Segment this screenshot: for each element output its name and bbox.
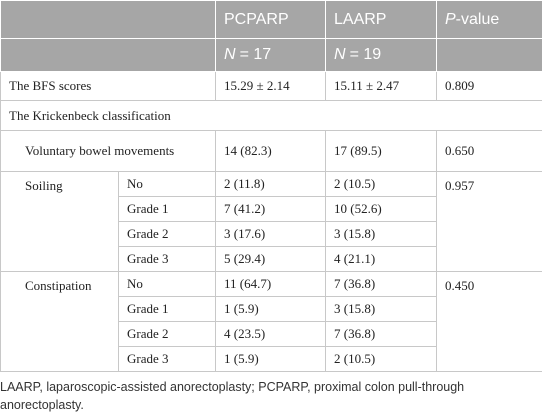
cell: 10 (52.6) (325, 196, 437, 222)
table: PCPARP LAARP P-value N = 17 N = 19 The BFS… (0, 0, 542, 372)
cell: 1 (5.9) (215, 296, 326, 322)
table-row: Soiling No 2 (11.8) 2 (10.5) 0.957 (0, 171, 542, 272)
section-label: The Krickenbeck classification (0, 100, 542, 131)
cell: 14 (82.3) (215, 130, 326, 172)
p-value: 0.957 (436, 171, 542, 272)
group-label: Soiling (0, 171, 119, 272)
row-label: Voluntary bowel movements (0, 130, 216, 172)
column-header: P-value (436, 0, 542, 39)
header-empty (0, 38, 216, 72)
table-row: The BFS scores 15.29 ± 2.14 15.11 ± 2.47 0.… (0, 71, 542, 101)
table-row: Constipation No 11 (64.7) 7 (36.8) 0.450 (0, 271, 542, 372)
grade: Grade 2 (118, 321, 216, 347)
p-value: 0.809 (436, 71, 542, 101)
p-value: 0.650 (436, 130, 542, 172)
cell: 3 (15.8) (325, 296, 437, 322)
n-header: N = 19 (325, 38, 437, 72)
cell: 2 (10.5) (325, 171, 437, 197)
row-label: The BFS scores (0, 71, 216, 101)
header-empty (0, 0, 216, 39)
cell: 15.29 ± 2.14 (215, 71, 326, 101)
cell: 7 (36.8) (325, 271, 437, 297)
table-row: The Krickenbeck classification (0, 100, 542, 131)
n-italic: N (334, 46, 346, 63)
p-value: 0.450 (436, 271, 542, 372)
header-empty (436, 38, 542, 72)
grade: Grade 1 (118, 296, 216, 322)
cell: 7 (36.8) (325, 321, 437, 347)
group-label: Constipation (0, 271, 119, 372)
grade: No (118, 171, 216, 197)
cell: 2 (10.5) (325, 346, 437, 372)
cell: 3 (17.6) (215, 221, 326, 247)
grade: Grade 3 (118, 346, 216, 372)
cell: 3 (15.8) (325, 221, 437, 247)
cell: 4 (21.1) (325, 246, 437, 272)
cell: 15.11 ± 2.47 (325, 71, 437, 101)
p-rest: -value (455, 10, 500, 28)
n-header: N = 17 (215, 38, 326, 72)
column-header: LAARP (325, 0, 437, 39)
column-header: PCPARP (215, 0, 326, 39)
n-italic: N (224, 46, 236, 63)
footnote: LAARP, laparoscopic-assisted anorectopla… (0, 380, 465, 412)
p-italic: P (445, 10, 456, 28)
cell: 4 (23.5) (215, 321, 326, 347)
grade: Grade 2 (118, 221, 216, 247)
grade: No (118, 271, 216, 297)
n-rest: = 17 (239, 46, 272, 63)
cell: 5 (29.4) (215, 246, 326, 272)
cell: 7 (41.2) (215, 196, 326, 222)
cell: 1 (5.9) (215, 346, 326, 372)
grade: Grade 1 (118, 196, 216, 222)
table-body: The BFS scores 15.29 ± 2.14 15.11 ± 2.47 0.… (0, 71, 542, 372)
cell: 11 (64.7) (215, 271, 326, 297)
grade: Grade 3 (118, 246, 216, 272)
n-rest: = 19 (349, 46, 382, 63)
cell: 2 (11.8) (215, 171, 326, 197)
cell: 17 (89.5) (325, 130, 437, 172)
table-row: Voluntary bowel movements 14 (82.3) 17 (89… (0, 130, 542, 172)
